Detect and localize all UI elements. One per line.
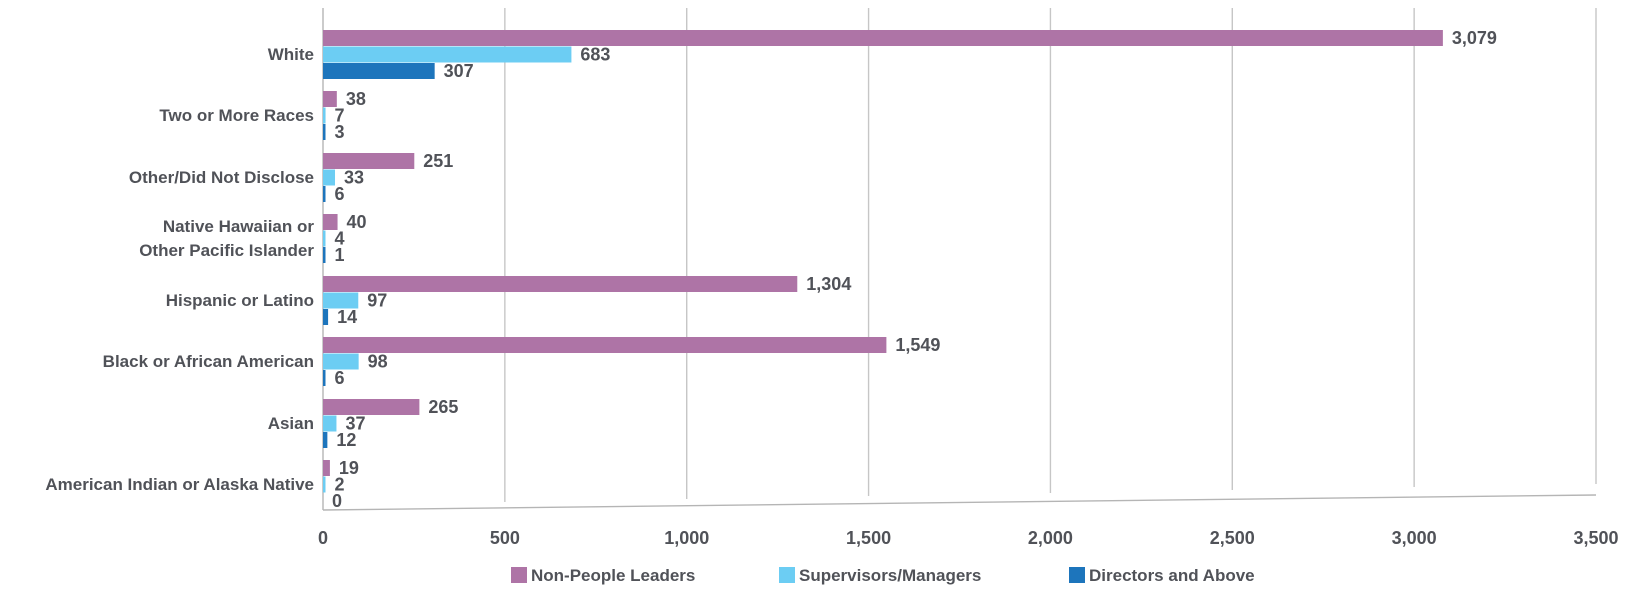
data-label: 4 xyxy=(335,229,345,249)
legend-swatch xyxy=(779,567,795,583)
data-label: 6 xyxy=(335,184,345,204)
data-label: 265 xyxy=(428,397,458,417)
data-label: 12 xyxy=(336,430,356,450)
bar-non-people-leaders xyxy=(323,276,798,292)
axes xyxy=(322,8,1597,511)
bar-supervisors-managers xyxy=(323,292,359,309)
data-label: 3 xyxy=(335,122,345,142)
data-label: 2 xyxy=(335,475,345,495)
category-label: Other Pacific Islander xyxy=(139,241,314,260)
bar-directors-and-above xyxy=(323,432,328,448)
category-label: Other/Did Not Disclose xyxy=(129,168,314,187)
bar-supervisors-managers xyxy=(323,46,572,63)
bar-non-people-leaders xyxy=(323,337,887,353)
category-label: American Indian or Alaska Native xyxy=(45,475,314,494)
data-label: 1 xyxy=(335,245,345,265)
bars xyxy=(323,30,1443,493)
bar-non-people-leaders xyxy=(323,460,330,476)
x-tick-label: 0 xyxy=(318,528,328,548)
data-label: 37 xyxy=(345,414,365,434)
category-label: Native Hawaiian or xyxy=(163,217,315,236)
data-label: 6 xyxy=(335,368,345,388)
x-axis-line xyxy=(322,494,1597,511)
data-label: 0 xyxy=(332,491,342,511)
bar-supervisors-managers xyxy=(323,353,359,370)
bar-directors-and-above xyxy=(323,247,326,263)
legend-swatch xyxy=(1069,567,1085,583)
legend-label: Supervisors/Managers xyxy=(799,566,981,585)
data-label: 33 xyxy=(344,168,364,188)
category-label: Asian xyxy=(268,414,314,433)
x-tick-label: 2,000 xyxy=(1028,528,1073,548)
data-label: 14 xyxy=(337,307,357,327)
gridlines xyxy=(504,8,1597,502)
data-label: 19 xyxy=(339,458,359,478)
bar-non-people-leaders xyxy=(323,30,1443,46)
bar-supervisors-managers xyxy=(323,415,337,432)
data-label: 251 xyxy=(423,151,453,171)
x-tick-labels: 0 500 1,000 1,500 2,000 2,500 3,000 3,500 xyxy=(318,528,1619,548)
data-label: 683 xyxy=(580,45,610,65)
category-label: Black or African American xyxy=(103,352,314,371)
bar-directors-and-above xyxy=(323,186,326,202)
bar-non-people-leaders xyxy=(323,399,420,415)
bar-supervisors-managers xyxy=(323,169,336,186)
category-label: White xyxy=(268,45,314,64)
bar-non-people-leaders xyxy=(323,153,415,169)
bar-directors-and-above xyxy=(323,370,326,386)
data-label: 98 xyxy=(368,352,388,372)
data-label: 3,079 xyxy=(1452,28,1497,48)
bar-non-people-leaders xyxy=(323,214,338,230)
category-labels: White Two or More Races Other/Did Not Disc… xyxy=(45,45,314,494)
bar-supervisors-managers xyxy=(323,230,326,247)
x-tick-label: 3,500 xyxy=(1573,528,1618,548)
x-tick-label: 1,000 xyxy=(664,528,709,548)
category-label: Two or More Races xyxy=(159,106,314,125)
data-label: 97 xyxy=(367,291,387,311)
x-tick-label: 500 xyxy=(490,528,520,548)
bar-supervisors-managers xyxy=(323,107,326,124)
legend-swatch xyxy=(511,567,527,583)
data-label: 40 xyxy=(347,212,367,232)
bar-directors-and-above xyxy=(323,309,329,325)
data-label: 1,549 xyxy=(895,335,940,355)
data-label: 7 xyxy=(335,106,345,126)
bar-directors-and-above xyxy=(323,63,435,79)
x-tick-label: 1,500 xyxy=(846,528,891,548)
data-label: 38 xyxy=(346,89,366,109)
bar-non-people-leaders xyxy=(323,91,337,107)
data-labels: 3,079 38 251 40 1,304 1,549 265 19 683 7 33 4 97 98 37… xyxy=(332,28,1497,511)
legend-label: Directors and Above xyxy=(1089,566,1255,585)
data-label: 1,304 xyxy=(806,274,851,294)
x-tick-label: 2,500 xyxy=(1210,528,1255,548)
legend-label: Non-People Leaders xyxy=(531,566,695,585)
bar-directors-and-above xyxy=(323,124,326,140)
category-label: Hispanic or Latino xyxy=(166,291,314,310)
x-tick-label: 3,000 xyxy=(1392,528,1437,548)
bar-supervisors-managers xyxy=(323,476,326,493)
legend: Non-People Leaders Supervisors/Managers Di… xyxy=(511,566,1255,585)
data-label: 307 xyxy=(444,61,474,81)
